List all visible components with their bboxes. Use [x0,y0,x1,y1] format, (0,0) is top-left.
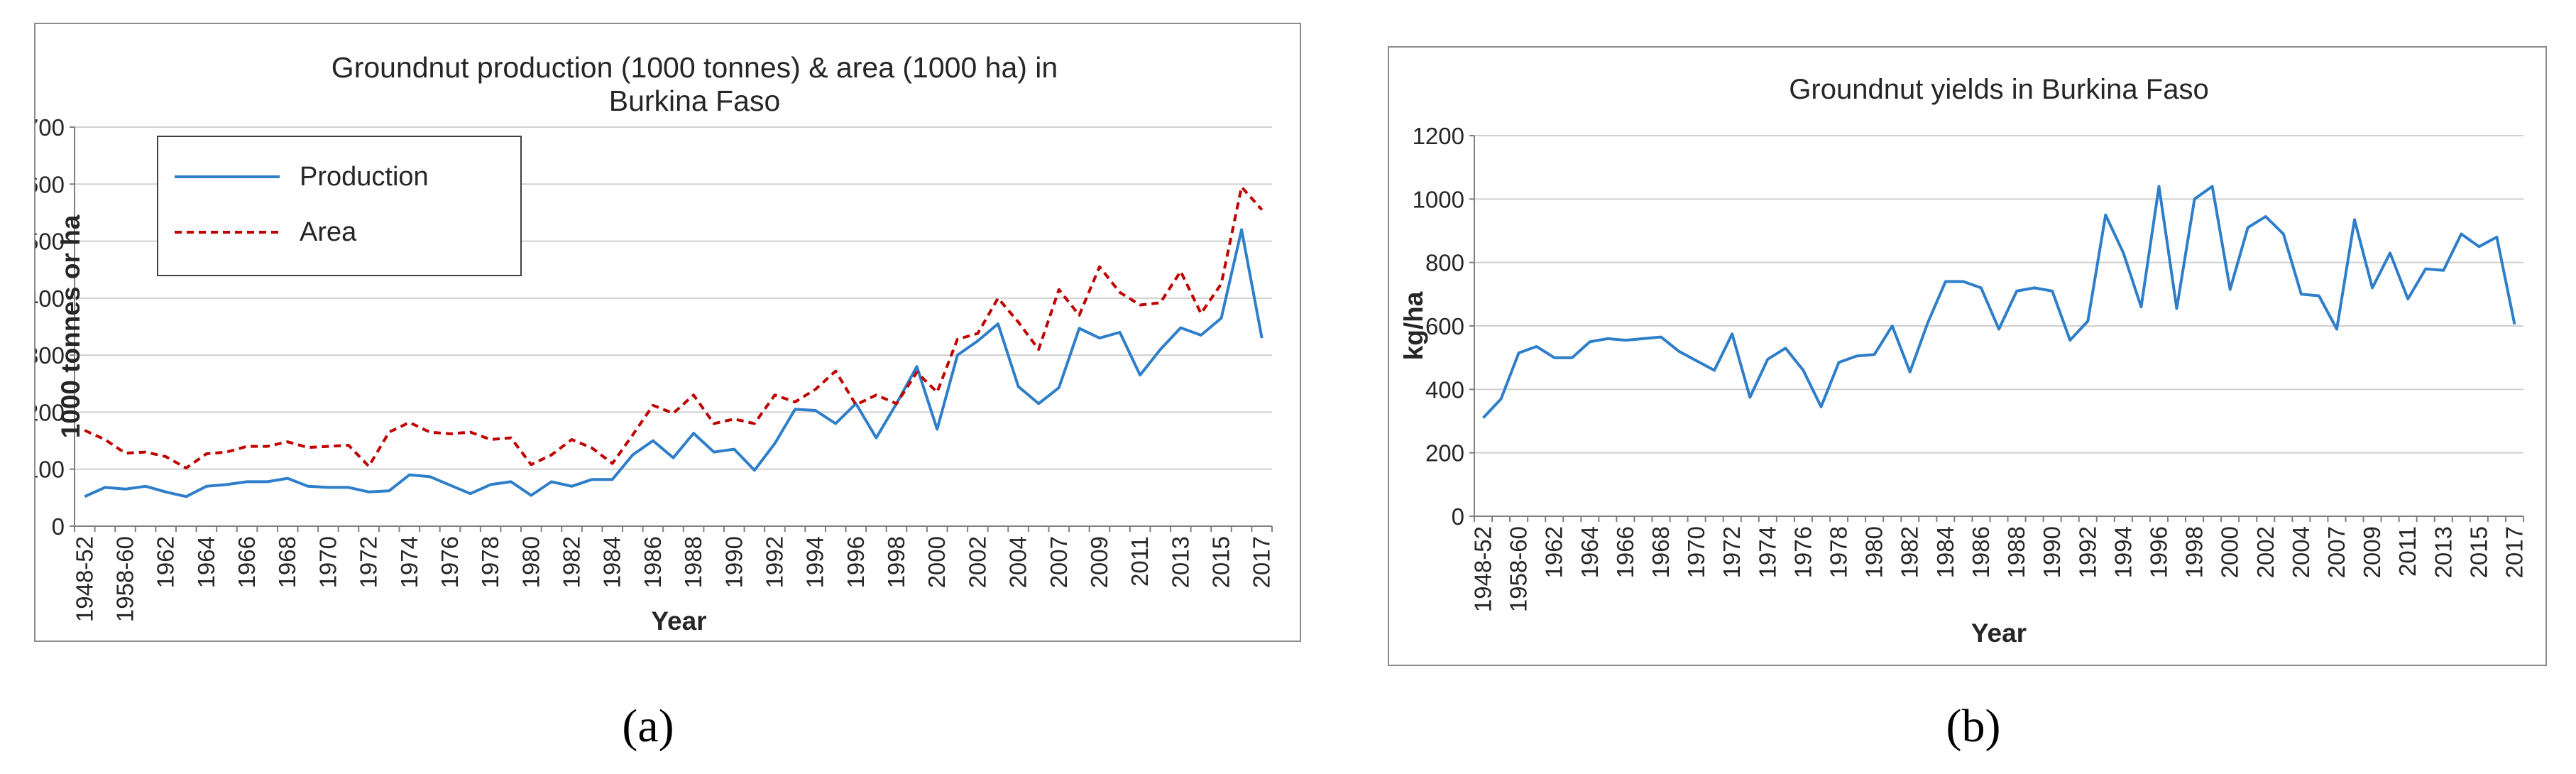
chart-a-xtick-label: 1962 [153,536,179,588]
chart-b-xtick-label: 1994 [2110,526,2136,578]
chart-a-xtick-label: 2013 [1167,536,1193,588]
chart-a-xtick-label: 1994 [802,536,828,588]
chart-b-xtick-label: 1966 [1612,526,1638,578]
chart-a-ytick-label: 0 [52,513,65,540]
chart-a-xtick-label: 1970 [314,536,341,588]
chart-b-xtick-label: 1948-52 [1470,526,1496,612]
chart-a-title: Groundnut production (1000 tonnes) & are… [331,51,1058,84]
chart-a-xtick-label: 1998 [883,536,909,588]
chart-b-xtick-label: 1972 [1719,526,1745,578]
chart-a-ytick-label: 500 [35,229,65,255]
chart-b-ytick-label: 1200 [1413,123,1464,149]
chart-b-xtick-label: 2004 [2288,526,2314,578]
chart-a-svg: Groundnut production (1000 tonnes) & are… [35,51,1275,636]
chart-b-y-axis-label: kg/ha [1399,291,1428,360]
chart-b-xtick-label: 1962 [1541,526,1567,578]
chart-a-legend-box [157,136,522,276]
figure-label-b: (b) [1946,700,2001,752]
chart-b-xtick-label: 2000 [2217,526,2243,578]
chart-b-ytick-label: 200 [1425,440,1464,467]
chart-b-x-axis-label: Year [1971,618,2027,648]
chart-a-x-axis-label: Year [651,606,706,636]
chart-b-xtick-label: 2007 [2323,526,2350,578]
chart-a-xtick-label: 1992 [761,536,787,588]
chart-a-xtick-label: 1982 [559,536,585,588]
chart-a-xtick-label: 2000 [923,536,950,588]
chart-b-xtick-label: 2009 [2359,526,2385,578]
chart-b-xtick-label: 1988 [2003,526,2029,578]
chart-a-xtick-label: 2009 [1086,536,1112,588]
chart-a-xtick-label: 1958-60 [111,536,138,622]
chart-panel-a: Groundnut production (1000 tonnes) & are… [34,23,1301,642]
chart-b-ytick-label: 1000 [1413,186,1464,212]
chart-a-ytick-label: 600 [35,171,65,197]
chart-a-xtick-label: 1986 [640,536,666,588]
chart-a-y-axis-label: 1000 tonnes or ha [56,214,85,438]
chart-a-xtick-label: 1948-52 [71,536,97,622]
chart-b-title: Groundnut yields in Burkina Faso [1789,74,2208,105]
chart-b-xtick-label: 1980 [1861,526,1887,578]
chart-a-title: Burkina Faso [609,85,781,117]
chart-a-xtick-label: 1966 [234,536,260,588]
chart-b-ytick-label: 400 [1425,376,1464,403]
chart-a-xtick-label: 1968 [274,536,300,588]
chart-b-ytick-label: 600 [1425,313,1464,339]
chart-b-xtick-label: 1970 [1683,526,1709,578]
chart-a-ytick-label: 200 [35,399,65,425]
chart-b-xtick-label: 1992 [2074,526,2100,578]
chart-a-ytick-label: 400 [35,285,65,312]
chart-a-xtick-label: 2002 [964,536,990,588]
chart-a-ytick-label: 700 [35,114,65,141]
chart-a-xtick-label: 2011 [1127,536,1153,587]
chart-b-xtick-label: 2013 [2430,526,2456,578]
chart-a-series-area-line [84,185,1264,470]
chart-b-series-yield-line [1482,185,2516,419]
chart-b-svg: Groundnut yields in Burkina Faso 0 200 400 6… [1399,74,2527,648]
chart-b-ytick-label: 800 [1425,250,1464,276]
chart-b-xtick-label: 2015 [2465,526,2492,578]
chart-a-xtick-label: 2007 [1046,536,1072,588]
chart-a-xtick-label: 1974 [396,536,422,588]
chart-b-xtick-label: 1968 [1648,526,1674,578]
chart-a-ytick-label: 300 [35,342,65,369]
chart-a-xtick-label: 1990 [720,536,747,588]
chart-a-xtick-label: 2015 [1208,536,1234,588]
chart-b-ytick-label: 0 [1452,503,1464,530]
chart-b-xtick-label: 2002 [2252,526,2279,578]
chart-b-xtick-label: 2011 [2394,526,2421,577]
chart-a-xtick-label: 1978 [477,536,503,588]
chart-a-xtick-label: 1988 [680,536,706,588]
chart-b-xtick-label: 2017 [2501,526,2527,578]
chart-b-xtick-label: 1958-60 [1506,526,1532,612]
chart-b-xtick-label: 1990 [2039,526,2065,578]
chart-a-xtick-label: 1984 [599,536,625,588]
chart-panel-b: Groundnut yields in Burkina Faso 0 200 400 6… [1388,46,2547,666]
chart-b-xtick-label: 1998 [2181,526,2208,578]
chart-b-xtick-label: 1982 [1897,526,1923,578]
chart-b-xtick-label: 1984 [1932,526,1958,578]
chart-a-xtick-label: 1964 [193,536,219,588]
chart-b-xtick-label: 1964 [1577,526,1603,578]
chart-a-legend-label-area: Area [300,217,357,247]
chart-a-xtick-label: 2004 [1005,536,1031,588]
chart-b-xtick-label: 1976 [1790,526,1816,578]
chart-a-legend-label-production: Production [300,162,429,192]
figure-label-a: (a) [622,700,674,752]
chart-a-xtick-label: 2017 [1249,536,1275,588]
chart-a-xtick-label: 1996 [843,536,869,588]
chart-b-xtick-label: 1974 [1754,526,1780,578]
chart-a-ytick-label: 100 [35,457,65,483]
chart-a-xtick-label: 1980 [517,536,544,588]
chart-b-xtick-label: 1978 [1826,526,1852,578]
chart-b-xtick-label: 1986 [1968,526,1994,578]
chart-b-xtick-label: 1996 [2145,526,2171,578]
chart-a-legend: Production Area [157,136,522,276]
chart-a-xtick-label: 1976 [437,536,463,588]
chart-a-xtick-label: 1972 [356,536,382,588]
